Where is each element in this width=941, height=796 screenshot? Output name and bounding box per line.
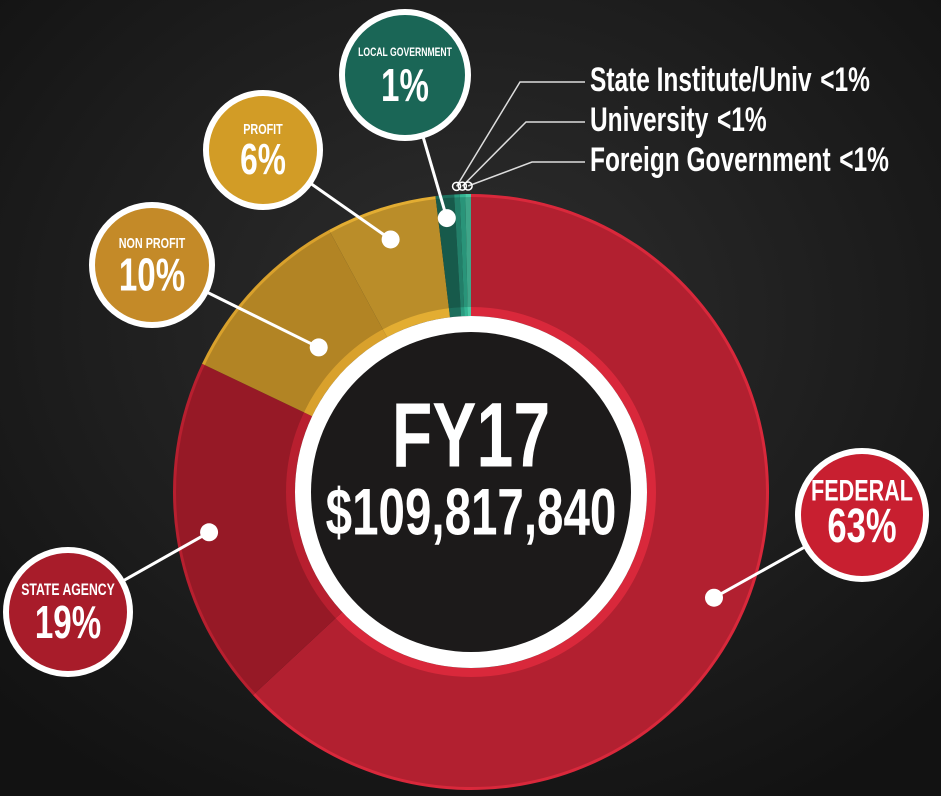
value-label: 6%	[240, 135, 286, 184]
category-label: University <1%	[590, 101, 767, 139]
inner-band-shade	[176, 197, 766, 787]
callout-bubble	[795, 448, 929, 582]
wedge	[459, 194, 468, 317]
leader-dot	[463, 181, 473, 191]
category-label: LOCAL GOVERNMENT	[358, 47, 452, 60]
legend-entry: University <1%	[590, 101, 767, 139]
value-label: <1%	[717, 101, 767, 139]
center-total: $109,817,840	[326, 476, 617, 549]
category-label: State Institute/Univ <1%	[590, 61, 870, 99]
leader-dot	[451, 181, 462, 192]
callout-bubble	[203, 90, 323, 210]
leader-line	[455, 81, 585, 187]
category-name: University	[590, 101, 709, 139]
leader-line	[467, 161, 585, 187]
leader-dot	[457, 181, 468, 191]
wedge	[328, 196, 451, 338]
donut	[173, 194, 769, 790]
value-label: <1%	[839, 141, 889, 179]
value-label: 10%	[119, 250, 185, 300]
wedge	[252, 194, 769, 790]
leader-dot	[309, 338, 328, 357]
wedge	[454, 194, 465, 317]
wedge	[465, 194, 471, 317]
center-disc	[311, 332, 631, 652]
category-name: State Institute/Univ	[590, 61, 812, 99]
category-label: PROFIT	[243, 120, 283, 137]
value-label: 1%	[381, 61, 429, 111]
center-title: FY17	[392, 383, 550, 486]
value-label: 63%	[827, 498, 896, 552]
legend-entry: State Institute/Univ <1%	[590, 61, 870, 99]
leader-dot	[200, 523, 219, 542]
leader-dot	[704, 588, 723, 607]
category-label: FEDERAL	[811, 473, 913, 507]
wedge	[173, 363, 343, 696]
leader-dot	[381, 230, 400, 249]
callout-bubble	[89, 202, 215, 328]
value-label: <1%	[820, 61, 870, 99]
leader-line	[461, 121, 585, 187]
wedge	[202, 230, 388, 417]
category-name: Foreign Government	[590, 141, 831, 179]
callout-bubble	[3, 547, 133, 677]
category-label: STATE AGENCY	[21, 581, 115, 599]
callout-bubble	[339, 9, 471, 141]
category-label: Foreign Government <1%	[590, 141, 889, 179]
value-label: 19%	[35, 598, 101, 648]
leader-dot	[437, 209, 456, 228]
category-label: NON PROFIT	[119, 234, 186, 251]
legend-entry: Foreign Government <1%	[590, 141, 889, 179]
